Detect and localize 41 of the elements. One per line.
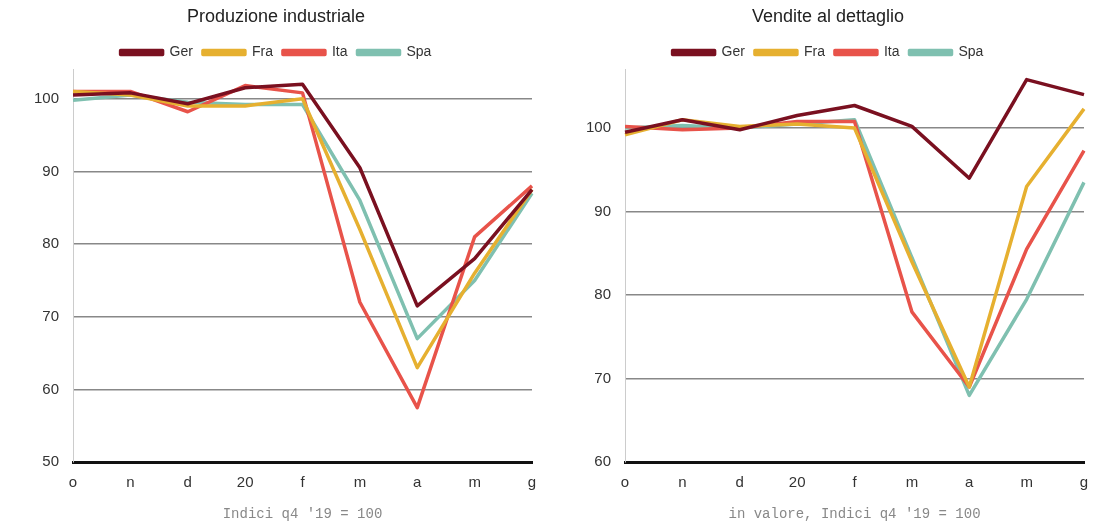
y-tick-label: 70 [42, 306, 60, 324]
x-tick-label: g [527, 473, 537, 491]
y-tick-label: 90 [42, 161, 60, 179]
y-tick-label: 80 [42, 234, 60, 252]
y-tick-label: 80 [594, 285, 612, 303]
x-tick-label: n [678, 473, 687, 491]
x-tick-label: a [413, 473, 423, 491]
x-tick-label: f [300, 473, 306, 491]
x-tick-label: m [905, 473, 919, 491]
x-tick-label: f [852, 473, 858, 491]
y-tick-label: 50 [42, 452, 60, 470]
x-tick-label: m [468, 473, 481, 491]
legend-label: Spa [406, 43, 432, 60]
chart-title: Vendite al dettaglio [751, 5, 905, 26]
x-tick-label: o [620, 473, 630, 491]
y-tick-label: 60 [594, 452, 612, 470]
x-tick-label: m [1020, 473, 1033, 491]
x-tick-label: d [735, 473, 744, 491]
legend-label: Ita [883, 43, 900, 60]
legend-label: Ger [721, 43, 746, 60]
x-tick-label: d [183, 473, 192, 491]
legend-label: Ger [169, 43, 194, 60]
legend-label: Fra [251, 43, 274, 60]
y-tick-label: 90 [594, 201, 612, 219]
x-tick-label: 20 [788, 473, 806, 491]
chart-title: Produzione industriale [186, 5, 366, 26]
y-tick-label: 60 [42, 379, 60, 397]
y-tick-label: 100 [34, 88, 60, 106]
x-axis-title: in valore, Indici q4 '19 = 100 [728, 506, 981, 523]
y-tick-label: 100 [586, 118, 612, 136]
x-tick-label: a [965, 473, 975, 491]
x-axis-title: Indici q4 '19 = 100 [222, 506, 383, 523]
y-tick-label: 70 [594, 368, 612, 386]
legend-label: Fra [803, 43, 826, 60]
legend-label: Spa [958, 43, 984, 60]
x-tick-label: m [353, 473, 367, 491]
x-tick-label: g [1079, 473, 1089, 491]
x-tick-label: o [68, 473, 78, 491]
x-tick-label: n [126, 473, 135, 491]
x-tick-label: 20 [236, 473, 254, 491]
legend-label: Ita [331, 43, 348, 60]
